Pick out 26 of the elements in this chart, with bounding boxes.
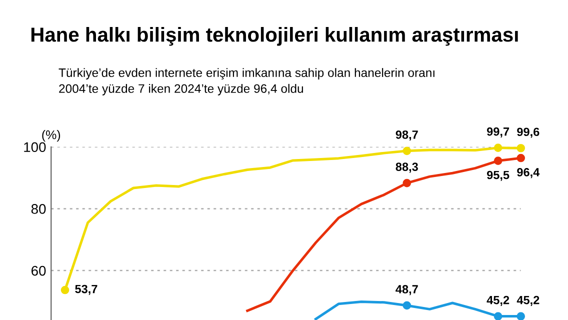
y-tick-label: 100 bbox=[24, 142, 46, 152]
data-label: 48,7 bbox=[396, 285, 418, 296]
point bbox=[402, 146, 412, 156]
point bbox=[402, 178, 412, 188]
data-label: 53,7 bbox=[75, 284, 98, 295]
point bbox=[516, 154, 526, 162]
data-label: 45,2 bbox=[486, 296, 510, 306]
data-label: 95,5 bbox=[486, 170, 510, 181]
data-label: 96,4 bbox=[517, 168, 540, 178]
chart-title: Hane halkı bilişim teknolojileri kullanım araştırması bbox=[31, 27, 518, 46]
point bbox=[516, 144, 526, 152]
point bbox=[494, 156, 502, 165]
point bbox=[494, 312, 502, 320]
y-axis-title: (%) bbox=[42, 130, 60, 142]
point bbox=[60, 286, 70, 294]
data-label: 99,6 bbox=[517, 128, 540, 138]
y-tick-label: 60 bbox=[32, 266, 46, 276]
y-tick-label: 80 bbox=[31, 204, 46, 214]
data-label: 45,2 bbox=[516, 296, 540, 306]
point bbox=[402, 301, 412, 310]
chart-subtitle: Türkiye’de evden internete erişim imkanına sahip olan hanelerin oranı 2004’te yüzde 7 iken 2024’te yüzde 96,4 oldu bbox=[58, 68, 434, 96]
point bbox=[516, 312, 526, 320]
data-label: 98,7 bbox=[396, 130, 418, 141]
data-label: 99,7 bbox=[486, 127, 510, 138]
point bbox=[494, 144, 502, 152]
data-label: 88,3 bbox=[396, 162, 418, 173]
